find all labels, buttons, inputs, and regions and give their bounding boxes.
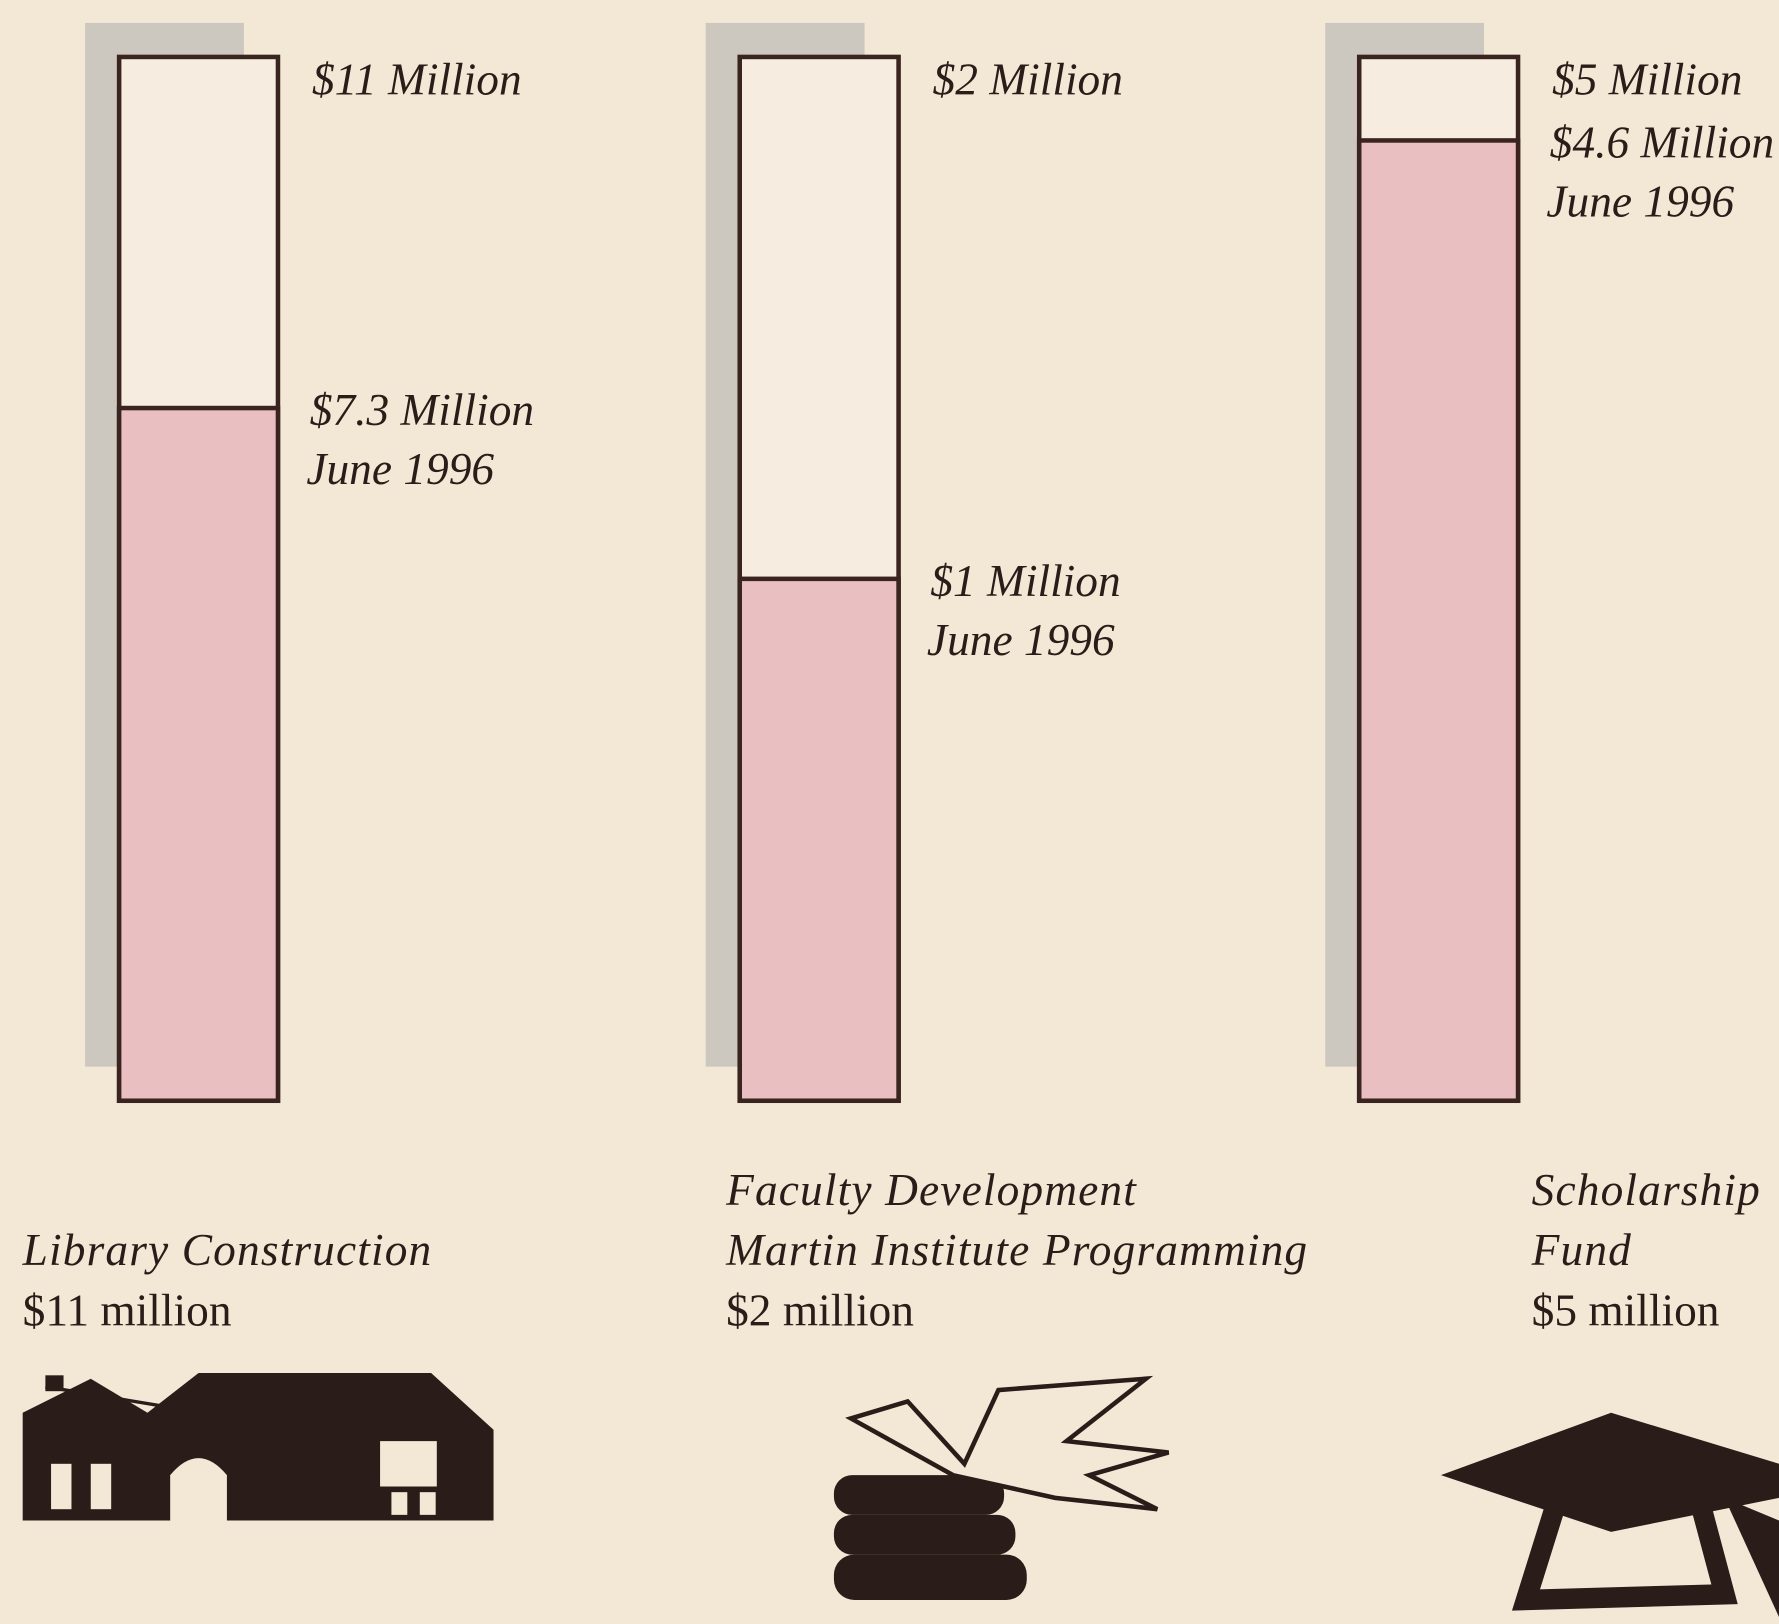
caption: $5 million (1532, 1285, 1720, 1335)
caption: $11 million (23, 1285, 232, 1335)
page: $11 Million $7.3 Million June 1996 Library … (0, 0, 1779, 1624)
title: Fund (1531, 1225, 1632, 1275)
raised-label: $7.3 Million (310, 385, 534, 435)
library-icon (23, 1373, 494, 1520)
title: Scholarship (1532, 1165, 1761, 1215)
chart: $11 Million $7.3 Million June 1996 Library … (0, 0, 1779, 1624)
date-label: June 1996 (306, 444, 494, 494)
date-label: June 1996 (927, 615, 1115, 665)
goal-label: $5 Million (1552, 54, 1742, 104)
raised-bar (1359, 140, 1518, 1100)
goal-label: $11 Million (312, 54, 522, 104)
title: Faculty Development (725, 1165, 1137, 1215)
caption: $2 million (726, 1285, 914, 1335)
raised-label: $1 Million (930, 556, 1120, 606)
raised-label: $4.6 Million (1550, 117, 1774, 167)
raised-bar (740, 579, 899, 1101)
goal-label: $2 Million (933, 54, 1123, 104)
raised-bar (119, 408, 278, 1101)
title: Library Construction (22, 1225, 433, 1275)
title: Martin Institute Programming (725, 1225, 1308, 1275)
date-label: June 1996 (1546, 176, 1734, 226)
